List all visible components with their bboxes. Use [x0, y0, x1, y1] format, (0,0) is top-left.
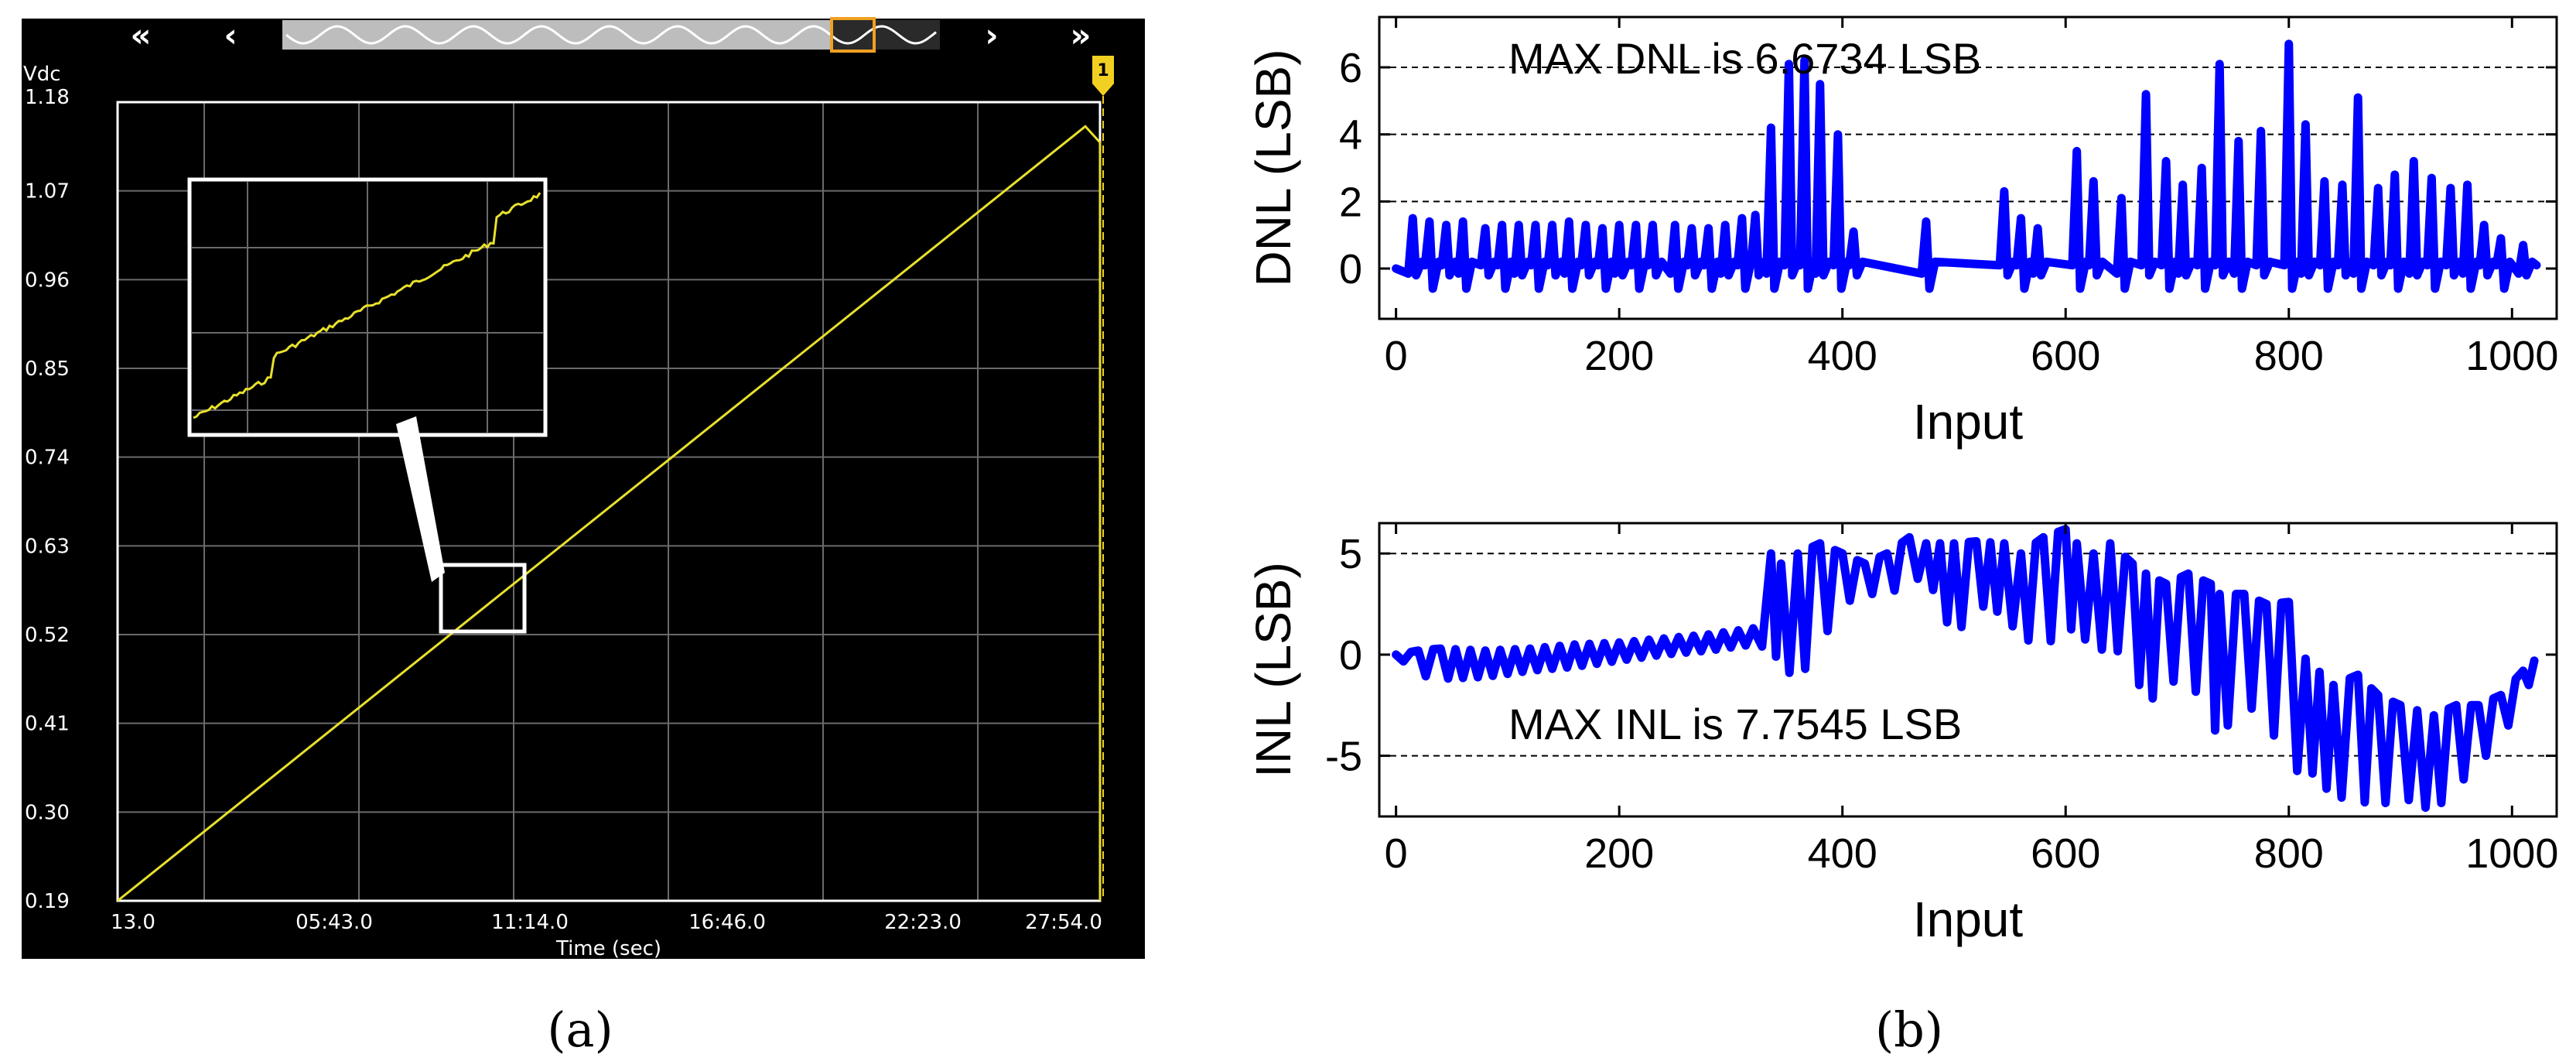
marker-label: 1: [1097, 61, 1109, 80]
dnl-x-axis-label: Input: [1913, 394, 2024, 450]
osc-x-tick-label: 05:43.0: [296, 911, 373, 934]
x-axis-label: Time (sec): [555, 937, 661, 960]
osc-y-tick-label: 0.96: [25, 269, 70, 292]
dnl-series: [1392, 39, 2541, 293]
osc-x-tick-label: 27:54.0: [1025, 911, 1102, 934]
inl-series: [1392, 525, 2539, 813]
inl-plot: 5 0 -5 0 200 400 600 800 1000 MAX INL is 7.7545 …: [1245, 522, 2558, 947]
panel-label-b: (b): [1875, 1001, 1943, 1058]
nav-first-button[interactable]: «: [130, 16, 151, 54]
dnl-y-tick-label: 2: [1339, 179, 1362, 225]
dnl-axes-frame: [1378, 15, 2558, 320]
inl-x-tick-label: 0: [1385, 830, 1408, 877]
dnl-y-tick-label: 4: [1339, 112, 1362, 159]
nav-prev-button[interactable]: ‹: [224, 16, 237, 54]
dnl-gridlines: [1379, 67, 2557, 203]
overview-waveform: [285, 25, 937, 45]
zoom-region-box: [439, 563, 527, 634]
inl-x-tick-label: 400: [1808, 830, 1877, 877]
osc-y-ticks: 1.18 1.07 0.96 0.85 0.74 0.63 0.52 0.41 0.30 0.19: [25, 86, 70, 913]
osc-x-tick-label: 13.0: [111, 911, 155, 934]
osc-x-tick-label: 22:23.0: [884, 911, 962, 934]
dnl-x-tick-label: 200: [1584, 333, 1654, 379]
dnl-plot: 0 2 4 6 0 200 400 600 800 1000 MAX DNL is 6.6734 …: [1245, 15, 2558, 450]
osc-y-tick-label: 0.41: [25, 713, 70, 736]
dnl-x-tick-label: 0: [1385, 333, 1408, 379]
dnl-annotation: MAX DNL is 6.6734 LSB: [1508, 34, 1981, 83]
inset-trace: [193, 192, 542, 419]
osc-x-ticks: 13.0 05:43.0 11:14.0 16:46.0 22:23.0 27:54.0: [111, 911, 1102, 934]
inl-x-tick-label: 800: [2254, 830, 2324, 877]
osc-y-tick-label: 0.85: [25, 358, 70, 381]
y-axis-label: Vdc: [23, 63, 61, 86]
marker-flag-icon[interactable]: [1092, 56, 1114, 96]
inl-y-tick-label: 0: [1339, 632, 1362, 679]
overview-remainder: [832, 20, 940, 50]
voltage-trace: [117, 125, 1102, 902]
inl-y-axis-label: INL (LSB): [1245, 562, 1301, 778]
osc-x-tick-label: 11:14.0: [491, 911, 569, 934]
inl-x-tick-label: 600: [2031, 830, 2100, 877]
dnl-ticks: 0 2 4 6 0 200 400 600 800 1000: [1339, 17, 2558, 379]
osc-y-tick-label: 0.30: [25, 801, 70, 824]
dnl-x-tick-label: 1000: [2465, 333, 2558, 379]
dnl-y-tick-label: 6: [1339, 45, 1362, 91]
marker-1[interactable]: 1: [1092, 56, 1114, 901]
dnl-x-tick-label: 600: [2031, 333, 2100, 379]
zoom-inset: [187, 177, 548, 634]
inl-x-tick-label: 1000: [2465, 830, 2558, 877]
panel-label-a: (a): [547, 1001, 613, 1058]
inl-y-tick-label: 5: [1339, 531, 1362, 577]
osc-y-tick-label: 1.18: [25, 86, 70, 109]
inl-axes-frame: [1378, 522, 2558, 818]
dnl-y-axis-label: DNL (LSB): [1245, 49, 1301, 286]
overview-window[interactable]: [830, 17, 876, 53]
osc-y-tick-label: 0.74: [25, 447, 70, 470]
screen-background: [22, 19, 1145, 959]
inl-x-tick-label: 200: [1584, 830, 1654, 877]
osc-x-tick-label: 16:46.0: [688, 911, 766, 934]
inl-ticks: 5 0 -5 0 200 400 600 800 1000: [1325, 523, 2558, 877]
nav-next-button[interactable]: ›: [985, 16, 998, 54]
inset-grid: [192, 182, 543, 433]
overview-strip[interactable]: [282, 17, 940, 53]
oscilloscope-screen: « ‹ › » Vdc 1.18 1.07 0.96 0.85 0.74 0.63 0.52…: [22, 16, 1145, 960]
inl-annotation: MAX INL is 7.7545 LSB: [1508, 700, 1962, 748]
osc-y-tick-label: 1.07: [25, 180, 70, 204]
nav-last-button[interactable]: »: [1070, 16, 1091, 54]
inl-x-axis-label: Input: [1913, 892, 2024, 947]
osc-y-tick-label: 0.63: [25, 535, 70, 558]
osc-y-tick-label: 0.19: [25, 890, 70, 913]
inl-y-tick-label: -5: [1325, 734, 1362, 780]
osc-y-tick-label: 0.52: [25, 624, 70, 647]
zoom-pointer-arrow: [396, 416, 445, 582]
dnl-y-tick-label: 0: [1339, 246, 1362, 293]
dnl-x-tick-label: 800: [2254, 333, 2324, 379]
dnl-x-tick-label: 400: [1808, 333, 1877, 379]
